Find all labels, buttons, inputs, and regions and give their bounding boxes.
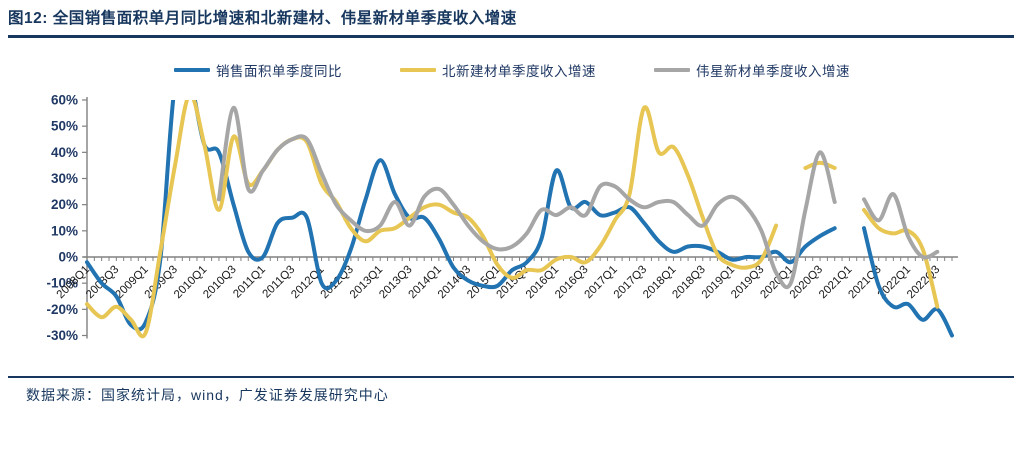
- legend-label-bnbm: 北新建材单季度收入增速: [442, 64, 596, 79]
- y-tick-label: 30%: [51, 171, 78, 186]
- y-tick-label: -30%: [46, 328, 78, 343]
- legend-item-bnbm: 北新建材单季度收入增速: [400, 60, 596, 80]
- series-line-bnbm: [85, 99, 940, 339]
- sales-line-swatch-icon: [174, 68, 210, 72]
- y-axis: 60% 50% 40% 30% 20% 10% 0% -10% -20% -30%: [46, 92, 88, 343]
- series-line-weixing: [216, 105, 940, 290]
- y-tick-label: 0%: [58, 250, 78, 265]
- legend-item-sales: 销售面积单季度同比: [174, 60, 342, 80]
- legend-label-sales: 销售面积单季度同比: [216, 64, 342, 79]
- figure-title: 图12: 全国销售面积单月同比增速和北新建材、伟星新材单季度收入增速: [8, 10, 517, 27]
- x-tick-label: 2022Q3: [905, 264, 942, 301]
- data-source-note: 数据来源：国家统计局，wind，广发证券发展研究中心: [26, 387, 389, 403]
- y-tick-label: -20%: [46, 302, 78, 317]
- x-tick-label: 2010Q3: [201, 264, 238, 301]
- figure-title-bar: 图12: 全国销售面积单月同比增速和北新建材、伟星新材单季度收入增速: [8, 6, 1014, 38]
- footer-divider: [8, 376, 1014, 378]
- y-tick-label: 50%: [51, 119, 78, 134]
- chart-legend: 销售面积单季度同比 北新建材单季度收入增速 伟星新材单季度收入增速: [0, 60, 1024, 80]
- y-tick-label: 20%: [51, 197, 78, 212]
- legend-label-weixing: 伟星新材单季度收入增速: [696, 64, 850, 79]
- y-tick-label: 60%: [51, 92, 78, 107]
- y-tick-label: 40%: [51, 145, 78, 160]
- legend-item-weixing: 伟星新材单季度收入增速: [654, 60, 850, 80]
- weixing-line-swatch-icon: [654, 68, 690, 72]
- bnbm-line-swatch-icon: [400, 68, 436, 72]
- y-tick-label: 10%: [51, 223, 78, 238]
- y-tick-label: -10%: [46, 276, 78, 291]
